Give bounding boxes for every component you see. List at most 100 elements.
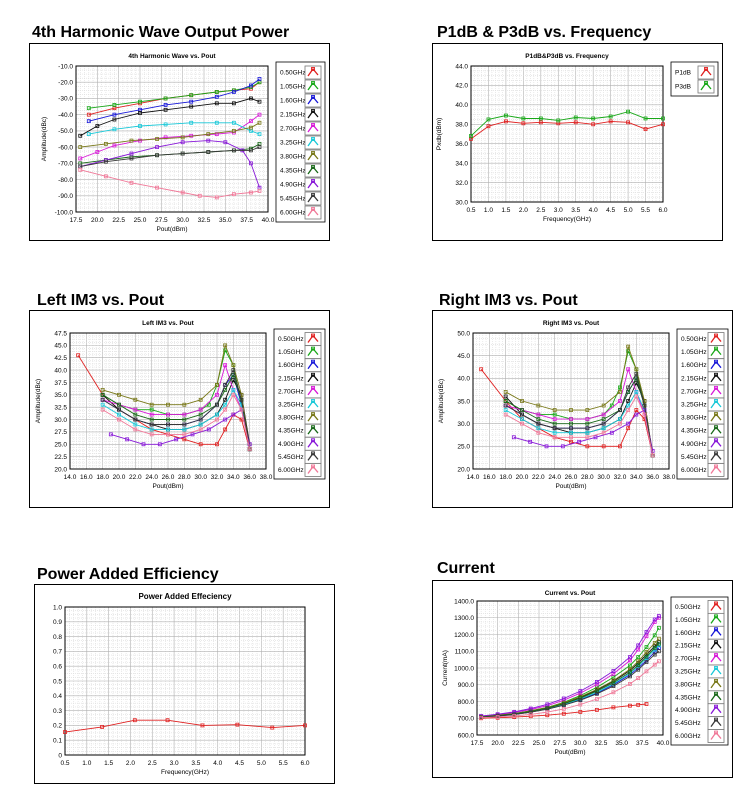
y-axis-label: Amplitude(dBc) (35, 379, 42, 423)
y-tick-label: 20.0 (457, 466, 470, 473)
data-point (642, 408, 647, 412)
x-tick-label: 37.5 (240, 217, 253, 224)
data-point (166, 427, 170, 432)
x-tick-label: 26.0 (565, 474, 578, 481)
x-tick-label: 16.0 (483, 474, 496, 481)
data-point (125, 437, 130, 442)
data-point (163, 122, 168, 127)
data-point (231, 101, 236, 106)
data-point (504, 113, 508, 118)
series-line (102, 393, 251, 450)
data-point (601, 421, 606, 426)
legend-label: 4.90GHz (681, 441, 707, 448)
legend-label: 0.50GHz (681, 336, 707, 343)
data-point (215, 412, 219, 417)
legend-label: 0.50GHz (278, 336, 304, 343)
data-point (166, 412, 170, 417)
data-point (536, 421, 541, 426)
data-point (650, 453, 655, 458)
data-point (149, 402, 154, 407)
data-point (231, 128, 236, 133)
data-point (636, 659, 641, 664)
data-point (652, 652, 657, 657)
data-point (86, 106, 91, 111)
data-point (235, 722, 240, 727)
data-point (628, 663, 632, 668)
legend: 0.50GHz 1.05GHz 1.60GHz 2.15GHz 2.70GHz 3.25G… (670, 596, 729, 746)
data-point (536, 417, 541, 422)
data-point (628, 682, 632, 686)
data-point (117, 402, 121, 407)
data-point (138, 111, 142, 115)
data-point (138, 138, 142, 143)
y-tick-label: 40.0 (455, 102, 468, 109)
legend-label: 4.35GHz (278, 428, 304, 435)
data-point (528, 706, 533, 711)
series-line (80, 140, 260, 188)
legend-label: 4.35GHz (675, 694, 701, 701)
data-point (528, 710, 533, 715)
y-tick-label: 0 (58, 752, 62, 759)
data-point (231, 120, 236, 125)
y-tick-label: 0.1 (53, 738, 62, 745)
panel-right-im3: Right IM3 vs. Pout 14.0 16.0 18.0 20.0 22.0 24… (432, 310, 733, 508)
legend-label: 4.90GHz (675, 707, 701, 714)
data-point (561, 696, 566, 701)
data-point (117, 412, 121, 417)
data-point (78, 167, 83, 172)
y-tick-label: -20.0 (58, 80, 73, 87)
section-title-current: Current (437, 560, 495, 577)
data-point (231, 368, 236, 372)
section-title-pae: Power Added Efficiency (37, 566, 219, 583)
data-point (585, 435, 590, 440)
data-point (223, 397, 228, 402)
data-point (149, 432, 154, 437)
data-point (503, 408, 508, 412)
data-point (215, 442, 219, 447)
data-point (611, 705, 616, 710)
data-point (215, 383, 219, 387)
legend-label: 1.05GHz (278, 349, 304, 356)
data-point (257, 99, 262, 104)
data-point (78, 156, 83, 161)
x-tick-label: 37.5 (636, 740, 649, 747)
data-point (634, 408, 639, 412)
series-line (88, 81, 260, 109)
data-point (247, 442, 252, 447)
y-tick-label: 47.5 (54, 330, 67, 337)
data-point (552, 421, 557, 426)
x-tick-label: 4.5 (606, 207, 615, 214)
data-point (626, 109, 630, 114)
data-point (133, 412, 138, 417)
legend-label: 2.70GHz (675, 656, 701, 663)
y-tick-label: 0.3 (53, 708, 62, 715)
data-point (503, 403, 508, 408)
data-point (117, 407, 121, 412)
data-point (626, 367, 631, 372)
x-tick-label: 2.0 (126, 760, 135, 767)
y-tick-label: 600.0 (458, 732, 475, 739)
data-point (112, 112, 117, 117)
data-point (626, 385, 631, 390)
x-tick-label: 18.0 (96, 474, 109, 481)
data-point (561, 706, 566, 711)
data-point (643, 127, 648, 132)
x-tick-label: 32.0 (211, 474, 224, 481)
data-point (569, 408, 573, 412)
data-point (95, 150, 100, 154)
x-tick-label: 35.0 (615, 740, 628, 747)
x-axis-label: Pout(dBm) (555, 483, 586, 490)
data-point (652, 646, 657, 650)
data-point (520, 417, 524, 422)
legend-label: 3.25GHz (675, 669, 701, 676)
data-point (141, 442, 146, 447)
data-point (560, 444, 565, 449)
data-point (569, 417, 573, 422)
data-point (223, 417, 228, 422)
data-point (520, 421, 524, 426)
x-tick-label: 0.5 (466, 207, 475, 214)
harmonic-chart: 4th Harmonic Wave vs. Pout 17.5 20.0 22.5 25… (41, 53, 326, 233)
series-line (110, 408, 251, 445)
y-tick-label: -10.0 (58, 63, 73, 70)
